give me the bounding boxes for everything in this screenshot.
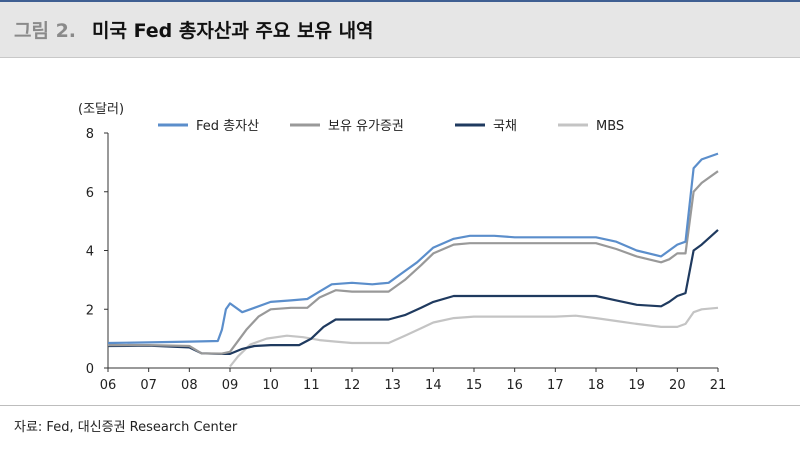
legend-label: Fed 총자산	[196, 119, 259, 134]
x-tick-label: 20	[669, 378, 686, 393]
x-tick-label: 14	[425, 378, 442, 393]
y-tick-label: 6	[86, 186, 94, 201]
y-tick-label: 4	[86, 245, 94, 260]
figure-number: 그림 2.	[14, 20, 77, 42]
chart-legend: Fed 총자산 보유 유가증권 국채 MBS	[158, 119, 624, 134]
x-tick-label: 15	[466, 378, 483, 393]
x-tick-label: 12	[344, 378, 361, 393]
legend-label: MBS	[596, 119, 624, 134]
line-chart: 0 2 4 6 8 06 07 08 09 10 11 12 13 14 15 16 17 18 19 20 21 Fe…	[86, 119, 727, 393]
footer-divider	[0, 405, 800, 406]
x-tick-label: 08	[181, 378, 198, 393]
series-line	[107, 152, 719, 345]
y-tick-label: 0	[86, 362, 94, 377]
x-tick-label: 06	[100, 378, 117, 393]
x-tick-label: 17	[547, 378, 564, 393]
y-unit-label: (조달러)	[78, 102, 125, 117]
legend-label: 보유 유가증권	[328, 119, 404, 134]
series-line	[108, 170, 719, 355]
x-tick-label: 21	[710, 378, 727, 393]
x-tick-label: 11	[303, 378, 320, 393]
y-tick-label: 2	[86, 303, 94, 318]
y-tick-label: 8	[86, 127, 94, 142]
x-tick-label: 16	[506, 378, 523, 393]
x-tick-label: 09	[222, 378, 239, 393]
x-tick-label: 18	[588, 378, 605, 393]
figure-title: 미국 Fed 총자산과 주요 보유 내역	[92, 20, 374, 42]
x-tick-label: 19	[628, 378, 645, 393]
source-note: 자료: Fed, 대신증권 Research Center	[14, 420, 238, 435]
series-line	[107, 229, 719, 355]
chart-series	[107, 152, 719, 368]
series-line	[229, 306, 719, 368]
chart-axes: 0 2 4 6 8 06 07 08 09 10 11 12 13 14 15 16 17 18 19 20 21	[86, 127, 727, 393]
x-tick-label: 07	[140, 378, 157, 393]
figure-header: 그림 2. 미국 Fed 총자산과 주요 보유 내역	[0, 0, 800, 58]
x-tick-label: 13	[384, 378, 401, 393]
legend-label: 국채	[493, 119, 517, 134]
x-tick-label: 10	[262, 378, 279, 393]
